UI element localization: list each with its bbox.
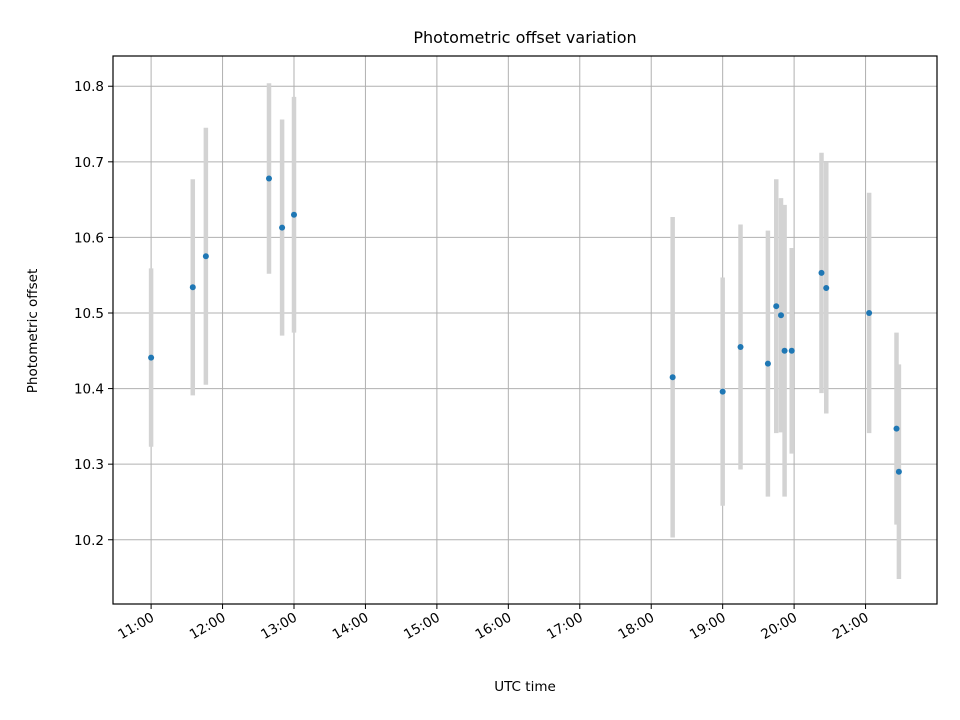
- y-axis-label: Photometric offset: [25, 269, 41, 393]
- x-tick-label: 12:00: [187, 610, 229, 643]
- gridlines: [113, 56, 937, 604]
- x-tick-label: 15:00: [401, 610, 443, 643]
- y-tick-label: 10.6: [74, 230, 104, 246]
- y-tick-label: 10.8: [74, 79, 104, 95]
- x-tick-label: 11:00: [115, 610, 157, 643]
- data-point: [781, 347, 788, 354]
- x-tick-label: 21:00: [830, 610, 872, 643]
- plot-frame: [112, 55, 938, 605]
- data-point: [189, 284, 196, 291]
- data-point: [893, 425, 900, 432]
- x-tick-label: 18:00: [616, 610, 658, 643]
- x-axis-ticks: 11:00 12:00 13:00 14:00 15:00 16:00 17:00 18:00…: [115, 604, 872, 643]
- data-point: [823, 285, 830, 292]
- y-tick-label: 10.5: [74, 306, 104, 322]
- chart-title: Photometric offset variation: [413, 28, 636, 47]
- data-point: [202, 253, 209, 260]
- x-tick-label: 16:00: [473, 610, 515, 643]
- data-point: [818, 269, 825, 276]
- data-point: [895, 468, 902, 475]
- x-axis-label: UTC time: [494, 679, 556, 695]
- y-tick-label: 10.4: [74, 382, 104, 398]
- data-point: [279, 224, 286, 231]
- data-point: [866, 309, 873, 316]
- data-point: [773, 303, 780, 310]
- data-point: [148, 354, 155, 361]
- x-tick-label: 20:00: [758, 610, 800, 643]
- y-axis-ticks: 10.2 10.3 10.4 10.5 10.6 10.7 10.8: [74, 79, 113, 549]
- data-point: [764, 360, 771, 367]
- data-point: [788, 347, 795, 354]
- x-tick-label: 14:00: [330, 610, 372, 643]
- data-points: [148, 175, 902, 475]
- data-point: [737, 344, 744, 351]
- y-tick-label: 10.3: [74, 457, 104, 473]
- data-point: [719, 388, 726, 395]
- x-tick-label: 17:00: [544, 610, 586, 643]
- x-tick-label: 19:00: [687, 610, 729, 643]
- x-tick-label: 13:00: [258, 610, 300, 643]
- data-point: [290, 211, 297, 218]
- y-tick-label: 10.2: [74, 533, 104, 549]
- data-point: [778, 312, 785, 319]
- y-tick-label: 10.7: [74, 155, 104, 171]
- error-bars: [148, 83, 902, 580]
- data-point: [265, 175, 272, 182]
- data-point: [669, 374, 676, 381]
